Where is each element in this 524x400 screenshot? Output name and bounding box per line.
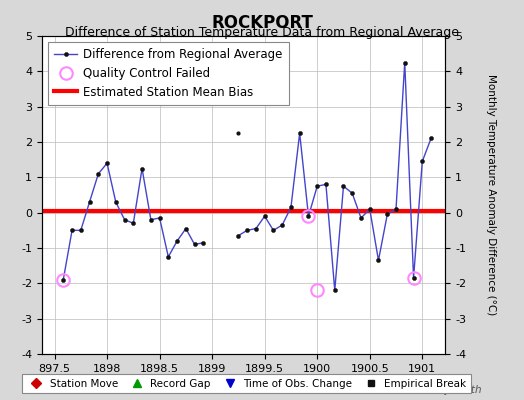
Difference from Regional Average — [139, 166, 145, 171]
Difference from Regional Average — [69, 228, 75, 233]
Difference from Regional Average — [148, 217, 154, 222]
Quality Control Failed — [60, 278, 67, 282]
Text: Difference of Station Temperature Data from Regional Average: Difference of Station Temperature Data f… — [65, 26, 459, 39]
Difference from Regional Average — [78, 228, 84, 233]
Difference from Regional Average — [200, 240, 206, 245]
Y-axis label: Monthly Temperature Anomaly Difference (°C): Monthly Temperature Anomaly Difference (… — [486, 74, 496, 316]
Difference from Regional Average — [174, 238, 180, 243]
Quality Control Failed — [314, 288, 320, 293]
Difference from Regional Average — [165, 254, 171, 259]
Difference from Regional Average — [113, 200, 119, 204]
Line: Difference from Regional Average: Difference from Regional Average — [61, 161, 205, 282]
Quality Control Failed — [305, 214, 312, 218]
Difference from Regional Average — [130, 221, 136, 226]
Difference from Regional Average — [191, 242, 198, 247]
Legend: Difference from Regional Average, Quality Control Failed, Estimated Station Mean: Difference from Regional Average, Qualit… — [48, 42, 289, 104]
Difference from Regional Average — [157, 216, 163, 220]
Difference from Regional Average — [122, 217, 128, 222]
Text: ROCKPORT: ROCKPORT — [211, 14, 313, 32]
Line: Quality Control Failed: Quality Control Failed — [57, 210, 420, 297]
Difference from Regional Average — [86, 200, 93, 204]
Legend: Station Move, Record Gap, Time of Obs. Change, Empirical Break: Station Move, Record Gap, Time of Obs. C… — [22, 374, 471, 393]
Difference from Regional Average — [95, 171, 102, 176]
Difference from Regional Average — [104, 161, 110, 166]
Difference from Regional Average — [183, 226, 189, 231]
Difference from Regional Average — [60, 278, 67, 282]
Text: Berkeley Earth: Berkeley Earth — [406, 385, 482, 395]
Quality Control Failed — [410, 276, 417, 280]
